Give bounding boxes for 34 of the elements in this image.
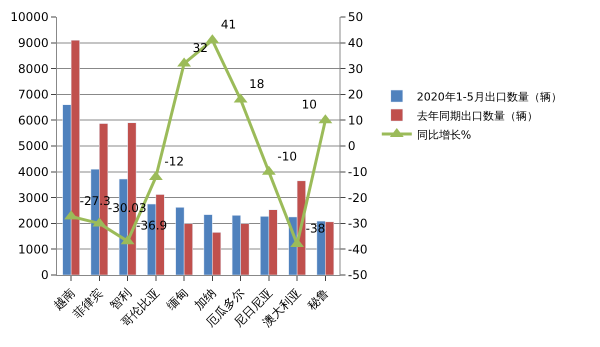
y-tick-label: 10000 xyxy=(10,10,49,24)
y-tick-label: 0 xyxy=(40,268,49,282)
y2-tick-label: 50 xyxy=(348,10,364,24)
legend-label: 同比增长% xyxy=(416,128,472,142)
data-label: -12 xyxy=(164,154,184,168)
data-label: 10 xyxy=(302,98,317,112)
y-tick-label: 4000 xyxy=(18,165,49,179)
data-label: -36.9 xyxy=(136,218,168,233)
y2-tick-label: 0 xyxy=(348,139,356,154)
y2-tick-label: -40 xyxy=(348,242,368,256)
y-tick-label: 6000 xyxy=(18,113,49,128)
y2-tick-label: 30 xyxy=(348,62,364,76)
y-tick-label: 2000 xyxy=(18,216,49,231)
y2-tick-label: -20 xyxy=(348,190,368,205)
data-label: -27.3 xyxy=(80,194,111,208)
y-tick-label: 1000 xyxy=(18,242,49,256)
y-tick-label: 5000 xyxy=(18,139,49,154)
y2-tick-label: -30 xyxy=(348,216,368,231)
legend-label: 2020年1-5月出口数量（辆） xyxy=(416,90,562,104)
y-tick-label: 3000 xyxy=(18,190,49,205)
y2-tick-label: 40 xyxy=(348,36,364,50)
y-tick-label: 8000 xyxy=(18,62,49,76)
data-label: -10 xyxy=(277,149,297,164)
y2-tick-label: -50 xyxy=(348,268,368,282)
y2-tick-label: -10 xyxy=(348,165,368,179)
y-tick-label: 7000 xyxy=(18,88,49,102)
legend-label: 去年同期出口数量（辆） xyxy=(416,109,538,122)
y2-tick-label: 20 xyxy=(348,88,364,102)
data-label: 41 xyxy=(220,18,236,32)
y-tick-label: 9000 xyxy=(18,36,49,50)
y2-tick-label: 10 xyxy=(348,113,364,128)
x-tick-label: 秘鲁 xyxy=(304,286,332,313)
data-label: 18 xyxy=(249,77,264,92)
x-tick-label: 缅甸 xyxy=(164,286,190,313)
